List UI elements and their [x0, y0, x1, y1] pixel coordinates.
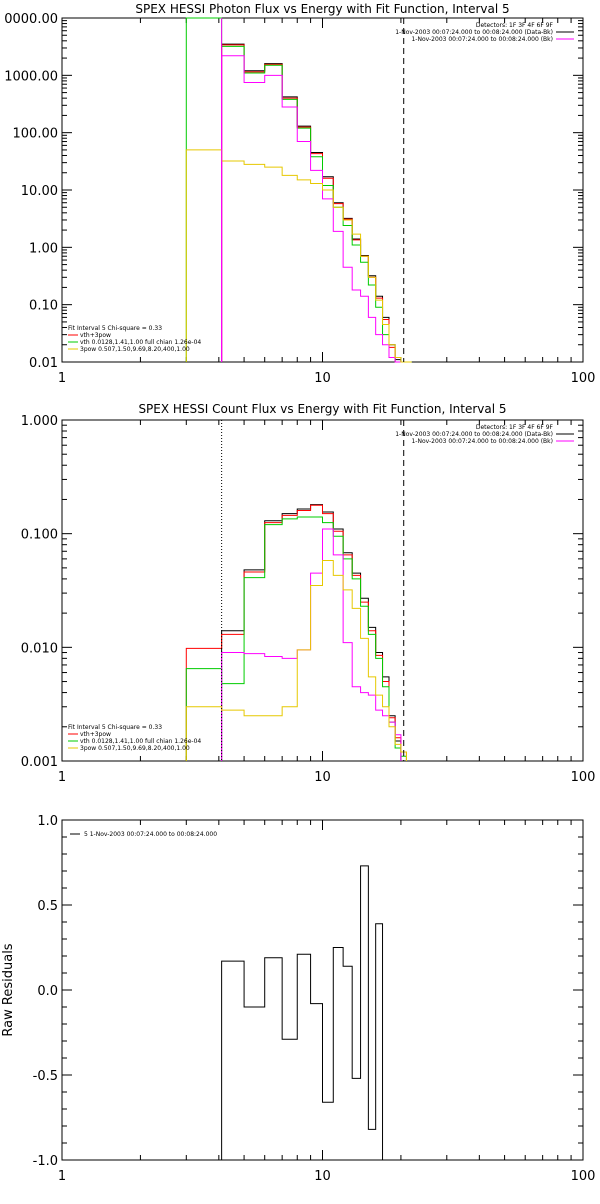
y-tick-label: 0000.00 [4, 12, 58, 27]
y-tick-label: 0.5 [37, 899, 58, 914]
series-line-5 [185, 560, 407, 761]
y-tick-label: 0.001 [21, 755, 58, 770]
legend-bl-text: vth+3pow [80, 731, 111, 738]
y-tick-label: 10.00 [21, 184, 58, 199]
x-tick-label: 10 [314, 770, 331, 785]
series-line-4 [221, 55, 401, 363]
panel-3: Raw Residuals 1 10 100 -1.0 -0.5 0.0 0.5 1.0 5 1-… [1, 814, 595, 1184]
series-line-3 [185, 516, 407, 761]
legend-bl-text: 3pow 0.507,1.50,9.69,8.20,400,1.00 [80, 745, 190, 752]
legend-bl-text: Fit Interval 5 Chi-square = 0.33 [68, 325, 162, 332]
y-tick-label: 1000.00 [4, 69, 58, 84]
x-tick-label: 100 [571, 371, 596, 386]
y-tick-label: 1.000 [21, 414, 58, 429]
series-line-5 [185, 149, 412, 363]
legend-tr-text: 1-Nov-2003 00:07:24.000 to 00:08:24.000 … [411, 36, 553, 43]
y-tick-label: 0.010 [21, 641, 58, 656]
panel-1: SPEX HESSI Photon Flux vs Energy with Fi… [4, 2, 595, 386]
legend-tr-text: Detectors: 1F 3F 4F 6F 9F [476, 424, 554, 431]
x-tick-label: 1 [58, 371, 66, 386]
legend-tr-text: 1-Nov-2003 00:07:24.000 to 00:08:24.000 … [395, 431, 553, 438]
y-tick-label: 0.01 [29, 356, 58, 371]
legend-bl-text: vth 0.0128,1.41,1.00 full chian 1.26e-04 [80, 339, 201, 346]
y-tick-label: 100.00 [13, 127, 59, 142]
panel-2: SPEX HESSI Count Flux vs Energy with Fit… [21, 402, 596, 785]
series-line-2 [185, 504, 407, 761]
chart-title: SPEX HESSI Count Flux vs Energy with Fit… [138, 402, 506, 416]
series-line-1 [221, 865, 384, 1160]
x-tick-label: 10 [314, 1169, 331, 1184]
legend-bl-text: vth 0.0128,1.41,1.00 full chian 1.26e-04 [80, 738, 201, 745]
x-tick-label: 100 [571, 1169, 596, 1184]
y-tick-label: -1.0 [33, 1154, 58, 1169]
x-tick-label: 100 [571, 770, 596, 785]
legend-bl-text: Fit Interval 5 Chi-square = 0.33 [68, 724, 162, 731]
legend-tr-text: Detectors: 1F 3F 4F 6F 9F [476, 22, 554, 29]
legend-bl-text: vth+3pow [80, 332, 111, 339]
plot-frame [61, 819, 584, 1161]
x-tick-label: 1 [58, 1169, 66, 1184]
y-tick-label: -0.5 [33, 1069, 58, 1084]
legend-tr-text: 1-Nov-2003 00:07:24.000 to 00:08:24.000 … [395, 29, 553, 36]
y-tick-label: 0.0 [37, 984, 58, 999]
x-tick-label: 1 [58, 770, 66, 785]
chart-title: SPEX HESSI Photon Flux vs Energy with Fi… [135, 2, 509, 16]
legend-bl-text: 3pow 0.507,1.50,9.69,8.20,400,1.00 [80, 346, 190, 353]
y-tick-label: 0.10 [29, 299, 58, 314]
y-tick-label: 1.0 [37, 814, 58, 829]
series-line-4 [221, 528, 402, 761]
y-axis-label: Raw Residuals [1, 943, 16, 1036]
y-tick-label: 0.100 [21, 528, 58, 543]
x-tick-label: 10 [314, 371, 331, 386]
y-tick-label: 1.00 [29, 241, 58, 256]
legend-tr-text: 1-Nov-2003 00:07:24.000 to 00:08:24.000 … [411, 438, 553, 445]
series-line-2 [221, 44, 401, 363]
series-line-1 [221, 43, 402, 362]
series-line-3 [185, 17, 412, 363]
plot-frame [61, 419, 584, 762]
series-line-1 [221, 504, 402, 761]
legend-tl-text: 5 1-Nov-2003 00:07:24.000 to 00:08:24.00… [84, 831, 217, 838]
